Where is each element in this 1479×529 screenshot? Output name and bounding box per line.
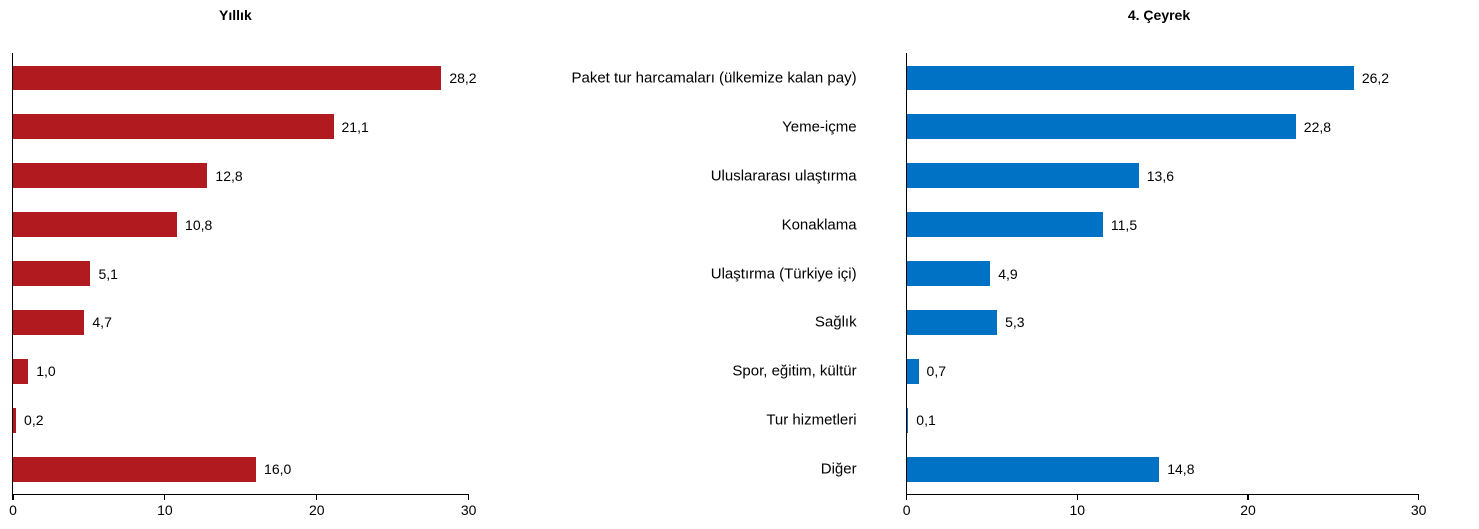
x-axis-tick-label: 20 [309, 501, 325, 518]
x-axis-tick-label: 10 [1069, 501, 1086, 518]
bar-value-label: 12,8 [215, 167, 243, 184]
x-axis-tick [1247, 495, 1249, 500]
bar [13, 114, 334, 139]
bar-value-label: 0,1 [916, 412, 936, 429]
x-axis-tick [906, 495, 908, 500]
bar-value-label: 16,0 [264, 461, 292, 478]
x-axis-tick [1076, 495, 1078, 500]
bar [13, 359, 29, 384]
x-axis-line [905, 493, 1420, 496]
bar-value-label: 14,8 [1167, 461, 1195, 478]
x-axis-tick-label: 0 [9, 501, 17, 518]
category-label: Sağlık [814, 313, 857, 331]
bar-value-label: 10,8 [185, 216, 213, 233]
category-label: Uluslararası ulaştırma [710, 167, 857, 185]
bar [13, 65, 442, 91]
category-label: Tur hizmetleri [766, 411, 857, 429]
bar-value-label: 0,7 [926, 363, 947, 380]
x-axis-tick-label: 20 [1240, 501, 1256, 518]
bar-value-label: 5,1 [98, 265, 118, 282]
bar-value-label: 21,1 [341, 118, 369, 135]
bar [906, 212, 1103, 237]
category-label: Yeme-içme [782, 118, 857, 136]
x-axis-line [12, 493, 470, 496]
x-axis-tick [12, 495, 14, 500]
x-axis-tick [164, 495, 166, 500]
category-label: Paket tur harcamaları (ülkemize kalan pa… [571, 69, 857, 87]
bar [13, 408, 17, 433]
category-label: Diğer [820, 460, 857, 478]
bar [13, 212, 178, 237]
bar [906, 114, 1296, 139]
bar-value-label: 13,6 [1146, 167, 1174, 184]
x-axis-tick-label: 30 [1410, 501, 1427, 518]
bar [906, 261, 991, 286]
bar [13, 163, 208, 188]
x-axis-tick-label: 30 [460, 501, 477, 518]
bar-value-label: 22,8 [1303, 118, 1332, 135]
left-chart-title: Yıllık [219, 7, 252, 23]
x-axis-tick-label: 0 [902, 501, 911, 518]
bar-value-label: 4,7 [92, 314, 112, 331]
bar [906, 359, 919, 384]
category-label: Ulaştırma (Türkiye içi) [710, 265, 857, 283]
bar-value-label: 4,9 [998, 265, 1018, 282]
x-axis-tick-label: 10 [157, 501, 173, 518]
bar [906, 163, 1139, 188]
bar-value-label: 11,5 [1110, 216, 1138, 233]
x-axis-tick [1418, 495, 1420, 500]
bar-value-label: 1,0 [36, 363, 56, 380]
bar [13, 261, 91, 286]
bar-value-label: 0,2 [24, 412, 44, 429]
x-axis-tick [316, 495, 318, 500]
bar [13, 457, 257, 482]
y-axis-line [905, 53, 907, 496]
bar [906, 457, 1160, 482]
right-chart-title: 4. Çeyrek [1127, 7, 1191, 23]
category-label: Konaklama [781, 216, 857, 234]
category-label: Spor, eğitim, kültür [732, 362, 857, 380]
bar [906, 65, 1354, 91]
bar [906, 310, 998, 335]
bar-value-label: 26,2 [1361, 69, 1390, 86]
bar-value-label: 28,2 [449, 69, 477, 86]
y-axis-line [12, 53, 14, 496]
bar-value-label: 5,3 [1005, 314, 1025, 331]
bar [906, 408, 909, 433]
bar [13, 310, 85, 335]
x-axis-tick [468, 495, 470, 500]
